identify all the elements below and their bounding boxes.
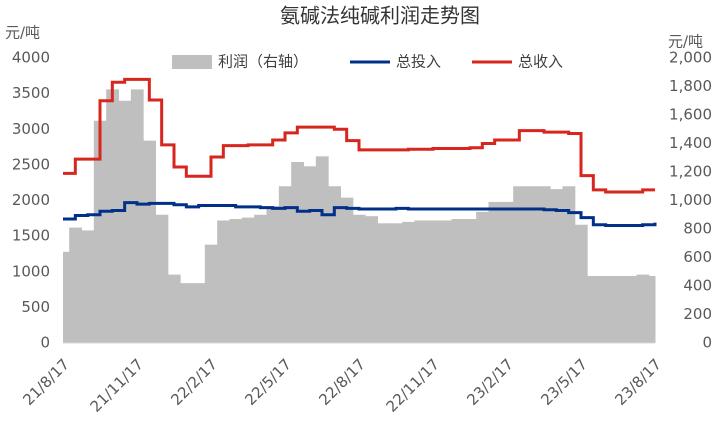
profit-bar <box>315 156 329 343</box>
profit-bar <box>241 217 255 343</box>
profit-bar <box>463 219 477 343</box>
profit-bar <box>648 276 656 343</box>
profit-bar <box>439 220 452 343</box>
profit-bar <box>63 251 70 343</box>
profit-bar <box>451 219 465 343</box>
profit-bar <box>513 186 526 343</box>
legend-label: 总投入 <box>396 53 441 71</box>
profit-bar <box>402 221 415 343</box>
x-tick-label: 21/8/17 <box>19 355 73 409</box>
profit-bar <box>488 201 502 343</box>
profit-bar <box>611 276 625 343</box>
legend-label: 利润（右轴） <box>218 53 308 71</box>
profit-bar <box>426 220 440 343</box>
profit-bar <box>550 189 563 343</box>
profit-bar <box>303 166 317 343</box>
y-axis-label: 元/吨 <box>5 24 40 42</box>
y-tick-label: 1000 <box>12 262 50 280</box>
y2-tick-label: 1,800 <box>669 77 712 95</box>
y2-tick-label: 1,000 <box>669 191 712 209</box>
profit-bar <box>624 276 637 343</box>
line-series <box>63 77 655 194</box>
legend-swatch <box>172 55 212 69</box>
profit-bar <box>192 283 206 343</box>
profit-bar <box>574 224 588 343</box>
line-series <box>63 201 657 227</box>
x-tick-label: 22/11/17 <box>383 355 443 415</box>
y-tick-label: 500 <box>21 298 50 316</box>
y2-axis-label: 元/吨 <box>668 33 703 51</box>
profit-bar <box>143 140 156 343</box>
profit-bar <box>377 223 391 343</box>
profit-bar <box>500 201 514 343</box>
profit-bar <box>587 276 600 343</box>
profit-bar <box>278 186 292 343</box>
profit-bar <box>229 219 243 343</box>
x-tick-label: 22/8/17 <box>315 355 369 409</box>
profit-bar <box>155 214 169 343</box>
profit-bar <box>599 276 613 343</box>
y2-tick-label: 1,400 <box>669 134 712 152</box>
profit-bar <box>81 230 95 343</box>
x-tick-label: 23/5/17 <box>537 355 591 409</box>
profit-bar <box>352 214 366 343</box>
y-tick-label: 3500 <box>12 84 50 102</box>
legend-label: 总收入 <box>518 53 563 71</box>
profit-bar <box>328 186 341 343</box>
profit-bar <box>291 162 304 343</box>
profit-bar <box>525 186 539 343</box>
x-tick-label: 23/2/17 <box>463 355 517 409</box>
profit-bar <box>365 216 378 343</box>
y2-tick-label: 200 <box>683 305 712 323</box>
y2-tick-label: 600 <box>683 248 712 266</box>
profit-bar <box>118 100 132 343</box>
y-tick-label: 1500 <box>12 227 50 245</box>
y-tick-label: 4000 <box>12 49 50 67</box>
profit-bar <box>93 120 107 343</box>
y2-tick-label: 800 <box>683 220 712 238</box>
chart-title: 氨碱法纯碱利润走势图 <box>280 4 480 28</box>
y2-tick-label: 0 <box>702 334 712 352</box>
y-tick-label: 2000 <box>12 191 50 209</box>
profit-bar <box>106 89 119 343</box>
x-tick-label: 22/2/17 <box>167 355 221 409</box>
x-tick-label: 22/5/17 <box>241 355 295 409</box>
profit-bar <box>69 227 82 343</box>
profit-bar <box>636 274 650 343</box>
profit-bar <box>537 186 551 343</box>
profit-bar <box>217 220 230 343</box>
profit-bar <box>266 206 280 343</box>
y-tick-label: 3000 <box>12 120 50 138</box>
profit-bar <box>414 220 428 343</box>
profit-bar <box>254 214 267 343</box>
profit-bar <box>180 283 193 343</box>
profit-bar <box>389 223 403 343</box>
profit-bar <box>562 186 576 343</box>
y-tick-label: 2500 <box>12 155 50 173</box>
y2-tick-label: 1,600 <box>669 106 712 124</box>
x-tick-label: 21/11/17 <box>87 355 147 415</box>
y2-tick-label: 1,200 <box>669 163 712 181</box>
y-tick-label: 0 <box>40 334 50 352</box>
profit-bar <box>204 244 218 343</box>
profit-bar <box>340 197 354 343</box>
profit-bar <box>167 274 181 343</box>
profit-bar <box>130 89 144 343</box>
y2-tick-label: 400 <box>683 277 712 295</box>
x-tick-label: 23/8/17 <box>611 355 665 409</box>
profit-bar <box>476 211 489 343</box>
y2-tick-label: 2,000 <box>669 49 712 67</box>
